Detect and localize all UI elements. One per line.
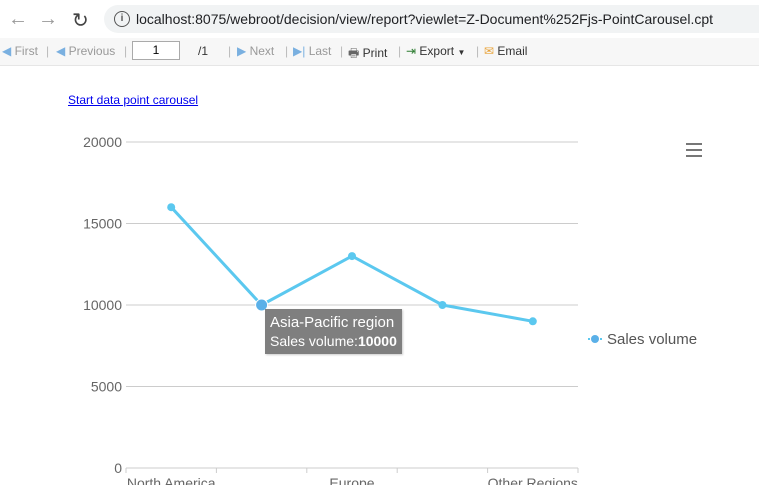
forward-icon[interactable]: → — [38, 8, 58, 30]
legend-marker — [591, 335, 599, 343]
previous-button[interactable]: ◀ Previous — [56, 44, 115, 58]
divider: | — [285, 44, 289, 58]
export-button[interactable]: ⇥ Export ▼ — [406, 44, 465, 58]
url-text: localhost:8075/webroot/decision/view/rep… — [136, 11, 714, 27]
last-icon: ▶| — [293, 44, 306, 58]
next-label: Next — [249, 44, 275, 58]
y-tick-label: 5000 — [91, 379, 122, 395]
tooltip-category: Asia-Pacific region — [270, 314, 395, 331]
first-icon: ◀ — [2, 44, 12, 58]
divider: | — [398, 44, 402, 58]
envelope-icon: ✉ — [484, 44, 495, 58]
previous-label: Previous — [68, 44, 116, 58]
page-total: /1 — [198, 44, 209, 58]
legend-label: Sales volume — [607, 331, 697, 348]
export-icon: ⇥ — [406, 44, 417, 58]
caret-down-icon: ▼ — [457, 48, 466, 57]
email-label: Email — [497, 44, 528, 58]
divider: | — [340, 44, 344, 58]
print-label: Print — [362, 46, 388, 60]
address-bar-area: ← → ↻ i localhost:8075/webroot/decision/v… — [0, 0, 759, 38]
tooltip-value: 10000 — [357, 333, 397, 349]
y-tick-label: 0 — [114, 460, 122, 476]
divider: | — [476, 44, 480, 58]
previous-icon: ◀ — [56, 44, 66, 58]
info-icon[interactable]: i — [114, 11, 130, 27]
last-label: Last — [308, 44, 332, 58]
start-carousel-link[interactable]: Start data point carousel — [68, 93, 199, 107]
printer-icon: 🖶 — [348, 46, 360, 60]
data-point — [528, 317, 537, 326]
x-tick-label: Europe — [329, 475, 374, 485]
last-button[interactable]: ▶| Last — [293, 44, 331, 58]
divider: | — [228, 44, 232, 58]
url-bar[interactable]: i localhost:8075/webroot/decision/view/re… — [104, 5, 759, 33]
series-line — [170, 206, 534, 323]
data-point — [167, 203, 176, 212]
tooltip: Asia-Pacific region Sales volume:10000 — [265, 309, 402, 354]
page-input[interactable]: 1 — [132, 41, 180, 60]
back-icon[interactable]: ← — [8, 8, 28, 30]
print-button[interactable]: 🖶 Print — [348, 44, 387, 65]
divider: | — [124, 44, 128, 58]
y-tick-label: 20000 — [83, 134, 122, 150]
export-label: Export — [419, 44, 455, 58]
y-tick-label: 10000 — [83, 297, 122, 313]
data-point — [438, 301, 447, 309]
data-point — [255, 298, 269, 312]
first-label: First — [14, 44, 38, 58]
chart-menu-icon[interactable] — [686, 143, 702, 161]
first-button[interactable]: ◀ First — [2, 44, 38, 58]
next-button[interactable]: ▶ Next — [237, 44, 274, 58]
y-tick-label: 15000 — [83, 216, 122, 232]
email-button[interactable]: ✉ Email — [484, 44, 527, 58]
data-point — [348, 252, 356, 261]
report-toolbar: ◀ First | ◀ Previous | 1 /1 | ▶ Next | ▶… — [0, 38, 759, 66]
x-tick-label: North America — [127, 475, 216, 485]
divider: | — [46, 44, 50, 58]
next-icon: ▶ — [237, 44, 247, 58]
x-tick-label: Other Regions — [488, 475, 578, 485]
reload-icon[interactable]: ↻ — [72, 10, 89, 32]
tooltip-label: Sales volume: — [270, 333, 358, 349]
